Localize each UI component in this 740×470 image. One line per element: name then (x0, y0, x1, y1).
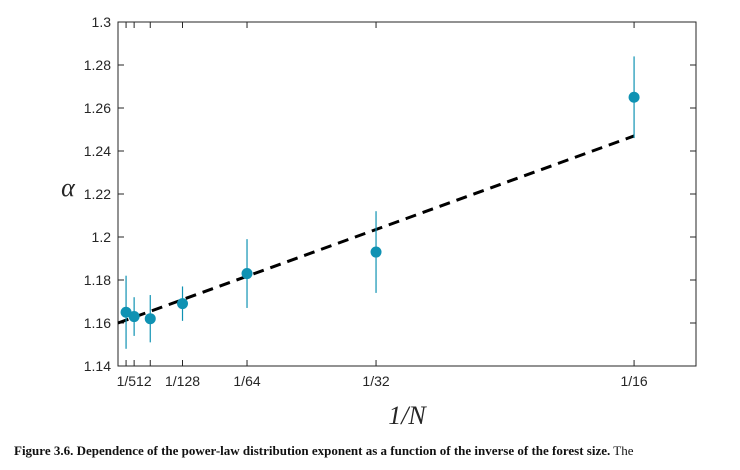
x-tick-label-2: 1/64 (233, 373, 260, 389)
data-point-4 (241, 268, 253, 280)
plot-area (117, 21, 697, 367)
data-point-1 (128, 311, 140, 323)
y-tick-label-2: 1.18 (84, 272, 111, 288)
y-axis-label: α (61, 173, 76, 202)
data-point-0 (120, 306, 132, 318)
caption-lead: Figure 3.6. Dependence of the power-law … (14, 443, 611, 458)
scatter-chart: 1.14 1.16 1.18 1.2 1.22 1.24 1.26 1.28 1.3 1/512 1… (61, 14, 697, 430)
data-point-3 (177, 298, 189, 310)
x-tick-label-1: 1/128 (165, 373, 200, 389)
ticks-layer: 1.14 1.16 1.18 1.2 1.22 1.24 1.26 1.28 1.3 1/512 1… (84, 14, 696, 389)
data-point-2 (144, 313, 156, 325)
x-tick-label-0: 1/512 (117, 373, 152, 389)
x-tick-label-4: 1/16 (620, 373, 647, 389)
y-tick-label-3: 1.2 (92, 229, 112, 245)
data-point-5 (370, 246, 382, 258)
x-axis-label: 1/N (388, 401, 427, 430)
y-tick-label-8: 1.3 (92, 14, 112, 30)
x-tick-label-3: 1/32 (362, 373, 389, 389)
y-tick-label-0: 1.14 (84, 358, 111, 374)
data-point-6 (628, 91, 640, 103)
points-layer (120, 56, 640, 349)
y-tick-label-7: 1.28 (84, 57, 111, 73)
caption-rest: The (610, 443, 634, 458)
figure-caption: Figure 3.6. Dependence of the power-law … (14, 443, 734, 459)
y-tick-label-6: 1.26 (84, 100, 111, 116)
y-tick-label-1: 1.16 (84, 315, 111, 331)
y-tick-label-5: 1.24 (84, 143, 111, 159)
y-tick-label-4: 1.22 (84, 186, 111, 202)
